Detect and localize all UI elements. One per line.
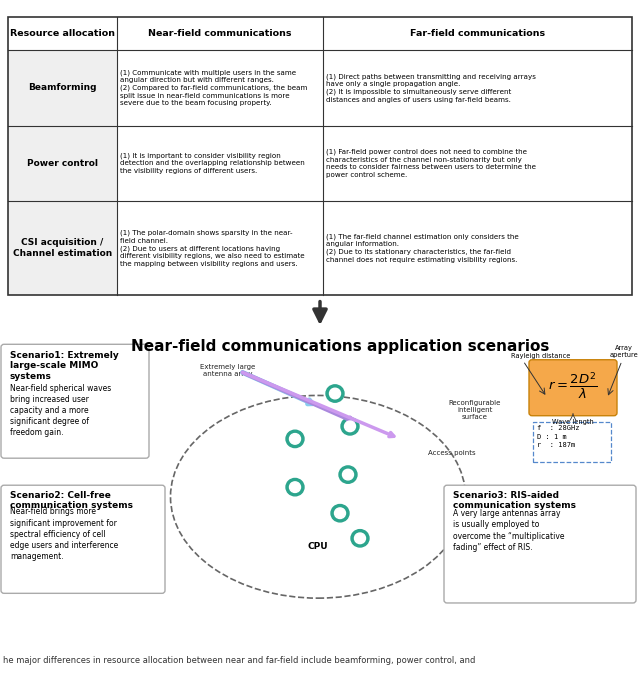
Text: Wave length: Wave length bbox=[552, 419, 594, 424]
FancyBboxPatch shape bbox=[444, 485, 636, 603]
Circle shape bbox=[331, 504, 349, 522]
Circle shape bbox=[286, 479, 304, 496]
Text: Power control: Power control bbox=[27, 159, 98, 168]
Text: CPU: CPU bbox=[308, 543, 328, 551]
Circle shape bbox=[330, 388, 340, 399]
Text: (1) The far-field channel estimation only considers the
angular information.
(2): (1) The far-field channel estimation onl… bbox=[326, 234, 519, 263]
Text: Resource allocation: Resource allocation bbox=[10, 29, 115, 38]
Text: Scenario2: Cell-free
communication systems: Scenario2: Cell-free communication syste… bbox=[10, 491, 133, 511]
Text: (1) Far-field power control does not need to combine the
characteristics of the : (1) Far-field power control does not nee… bbox=[326, 149, 536, 178]
Text: Beamforming: Beamforming bbox=[28, 84, 97, 92]
Text: Near-field brings more
significant improvement for
spectral efficiency of cell
e: Near-field brings more significant impro… bbox=[10, 507, 118, 561]
Text: (1) The polar-domain shows sparsity in the near-
field channel.
(2) Due to users: (1) The polar-domain shows sparsity in t… bbox=[120, 230, 305, 267]
Circle shape bbox=[355, 533, 365, 544]
Bar bbox=[8, 50, 117, 126]
Text: CSI acquisition /
Channel estimation: CSI acquisition / Channel estimation bbox=[13, 238, 112, 258]
Text: $r=\dfrac{2D^{2}}{\lambda}$: $r=\dfrac{2D^{2}}{\lambda}$ bbox=[548, 371, 598, 401]
Circle shape bbox=[342, 469, 353, 480]
Circle shape bbox=[289, 434, 301, 444]
Text: f  : 28GHz
D : 1 m
r  : 187m: f : 28GHz D : 1 m r : 187m bbox=[537, 425, 579, 448]
Circle shape bbox=[335, 508, 346, 519]
Circle shape bbox=[326, 385, 344, 402]
Text: Reconfigurable
intelligent
surface: Reconfigurable intelligent surface bbox=[449, 401, 501, 420]
Text: he major differences in resource allocation between near and far-field include b: he major differences in resource allocat… bbox=[3, 656, 476, 665]
FancyBboxPatch shape bbox=[533, 422, 611, 462]
Text: Near-field communications: Near-field communications bbox=[148, 29, 292, 38]
Bar bbox=[8, 17, 632, 295]
Text: Near-field spherical waves
bring increased user
capacity and a more
significant : Near-field spherical waves bring increas… bbox=[10, 384, 111, 437]
Circle shape bbox=[286, 430, 304, 447]
Text: Array
aperture: Array aperture bbox=[610, 345, 638, 358]
Text: Far-field communications: Far-field communications bbox=[410, 29, 545, 38]
Bar bbox=[8, 126, 117, 201]
Text: Scenario3: RIS-aided
communication systems: Scenario3: RIS-aided communication syste… bbox=[453, 491, 576, 511]
Text: Access points: Access points bbox=[428, 450, 476, 456]
FancyBboxPatch shape bbox=[529, 360, 617, 416]
Text: Extremely large
antenna array: Extremely large antenna array bbox=[200, 363, 255, 377]
Text: (1) Communicate with multiple users in the same
angular direction but with diffe: (1) Communicate with multiple users in t… bbox=[120, 69, 308, 107]
Text: Near-field communications application scenarios: Near-field communications application sc… bbox=[131, 340, 549, 354]
Text: (1) It is important to consider visibility region
detection and the overlapping : (1) It is important to consider visibili… bbox=[120, 152, 305, 174]
Text: Rayleigh distance: Rayleigh distance bbox=[511, 353, 570, 359]
Text: Scenario1: Extremely
large-scale MIMO
systems: Scenario1: Extremely large-scale MIMO sy… bbox=[10, 351, 119, 381]
Circle shape bbox=[351, 530, 369, 547]
Circle shape bbox=[289, 482, 301, 492]
Circle shape bbox=[341, 418, 359, 435]
Text: A very large antennas array
is usually employed to
overcome the “multiplicative
: A very large antennas array is usually e… bbox=[453, 509, 564, 551]
Circle shape bbox=[344, 421, 355, 432]
Text: (1) Direct paths between transmitting and receiving arrays
have only a single pr: (1) Direct paths between transmitting an… bbox=[326, 73, 536, 103]
Circle shape bbox=[339, 466, 357, 483]
FancyBboxPatch shape bbox=[1, 485, 165, 593]
FancyBboxPatch shape bbox=[1, 344, 149, 458]
Bar bbox=[8, 201, 117, 295]
